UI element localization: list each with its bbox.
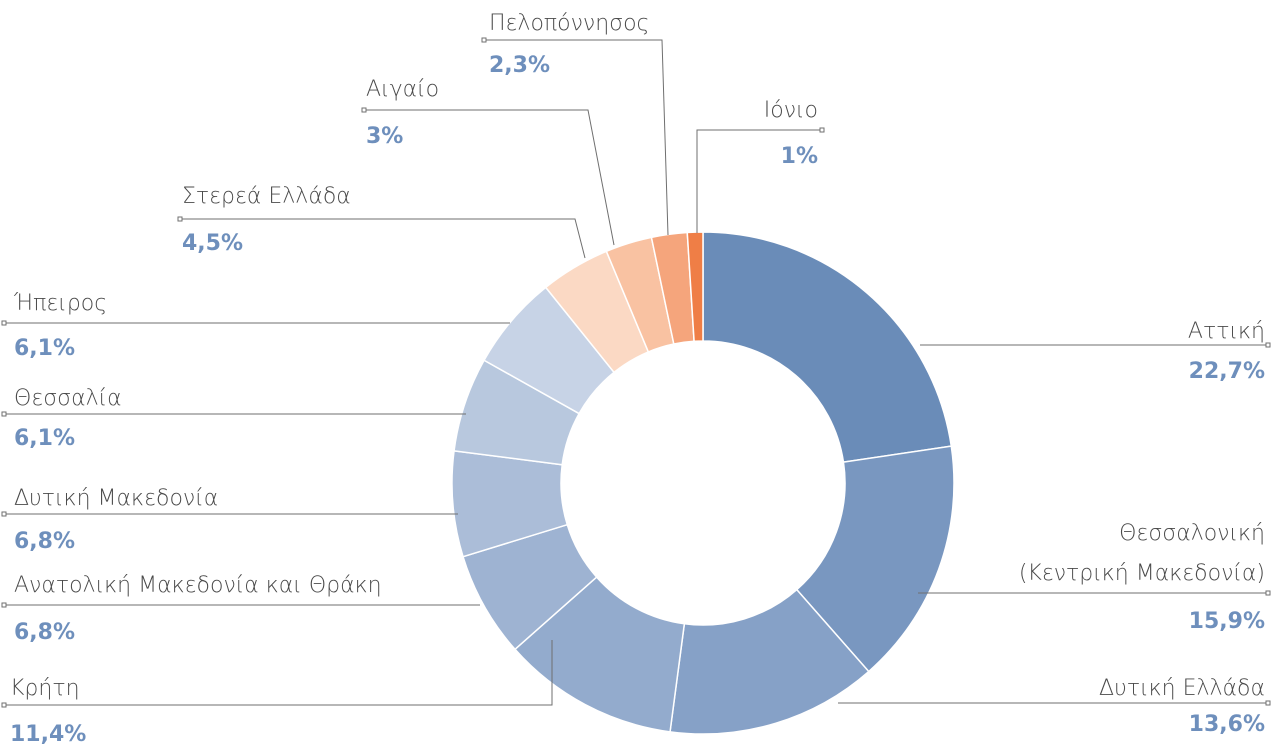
- leader-endpoint-ανατολική-μακεδονία-και-θράκη: [1, 602, 7, 608]
- slice-labels: Αττική 22,7% Θεσσαλονική (Κεντρική Μακεδονί…: [1, 11, 1271, 747]
- slice-label-θεσσαλονική-κεντρική-μακεδονία-line-1: Θεσσαλονική: [1119, 521, 1265, 546]
- slice-value-θεσσαλία: 6,1%: [14, 426, 75, 451]
- leader-endpoint-θεσσαλονική-κεντρική-μακεδονία: [1265, 590, 1271, 596]
- slice-label-ήπειρος: Ήπειρος: [13, 291, 107, 316]
- leader-line-ιόνιο: [696, 129, 822, 233]
- slice-value-αιγαίο: 3%: [366, 124, 403, 149]
- slice-value-στερεά-ελλάδα: 4,5%: [182, 231, 243, 256]
- leader-endpoint-δυτική-μακεδονία: [1, 511, 7, 517]
- slice-label-αττική: Αττική: [1188, 319, 1265, 344]
- leader-endpoint-αττική: [1265, 342, 1271, 348]
- slice-ιόνιο: [686, 231, 704, 343]
- slice-label-ανατολική-μακεδονία-και-θράκη: Ανατολική Μακεδονία και Θράκη: [14, 573, 382, 598]
- slice-value-δυτική-μακεδονία: 6,8%: [14, 529, 75, 554]
- donut-slices: [451, 231, 955, 735]
- slice-label-πελοπόννησος: Πελοπόννησος: [489, 11, 649, 36]
- leader-line-αιγαίο: [364, 109, 615, 246]
- slice-label-θεσσαλονική-κεντρική-μακεδονία-line-2: (Κεντρική Μακεδονία): [1019, 561, 1265, 586]
- slice-label-κρήτη: Κρήτη: [10, 676, 80, 701]
- leader-endpoint-δυτική-ελλάδα: [1265, 700, 1271, 706]
- leader-line-πελοπόννησος: [484, 39, 669, 236]
- leader-endpoint-πελοπόννησος: [481, 37, 487, 43]
- slice-value-ανατολική-μακεδονία-και-θράκη: 6,8%: [14, 620, 75, 645]
- slice-value-κρήτη: 11,4%: [10, 722, 86, 747]
- slice-label-στερεά-ελλάδα: Στερεά Ελλάδα: [182, 184, 351, 209]
- slice-value-αττική: 22,7%: [1189, 359, 1265, 384]
- leader-endpoint-ιόνιο: [819, 127, 825, 133]
- leader-line-στερεά-ελλάδα: [180, 218, 586, 259]
- leader-endpoint-ήπειρος: [1, 320, 7, 326]
- slice-value-ήπειρος: 6,1%: [14, 336, 75, 361]
- slice-value-δυτική-ελλάδα: 13,6%: [1189, 712, 1265, 737]
- slice-label-δυτική-ελλάδα: Δυτική Ελλάδα: [1099, 676, 1265, 701]
- leader-endpoint-κρήτη: [1, 702, 7, 708]
- slice-αττική: [702, 231, 953, 464]
- slice-value-πελοπόννησος: 2,3%: [489, 53, 550, 78]
- slice-value-θεσσαλονική-κεντρική-μακεδονία: 15,9%: [1189, 609, 1265, 634]
- slice-label-θεσσαλία: Θεσσαλία: [14, 386, 122, 411]
- leader-endpoint-θεσσαλία: [1, 411, 7, 417]
- slice-label-ιόνιο: Ιόνιο: [764, 98, 818, 123]
- leader-endpoint-αιγαίο: [361, 107, 367, 113]
- leader-line-κρήτη: [4, 640, 553, 706]
- slice-label-αιγαίο: Αιγαίο: [366, 77, 439, 102]
- slice-label-δυτική-μακεδονία: Δυτική Μακεδονία: [14, 486, 218, 511]
- leader-endpoint-στερεά-ελλάδα: [177, 216, 183, 222]
- slice-value-ιόνιο: 1%: [781, 144, 818, 169]
